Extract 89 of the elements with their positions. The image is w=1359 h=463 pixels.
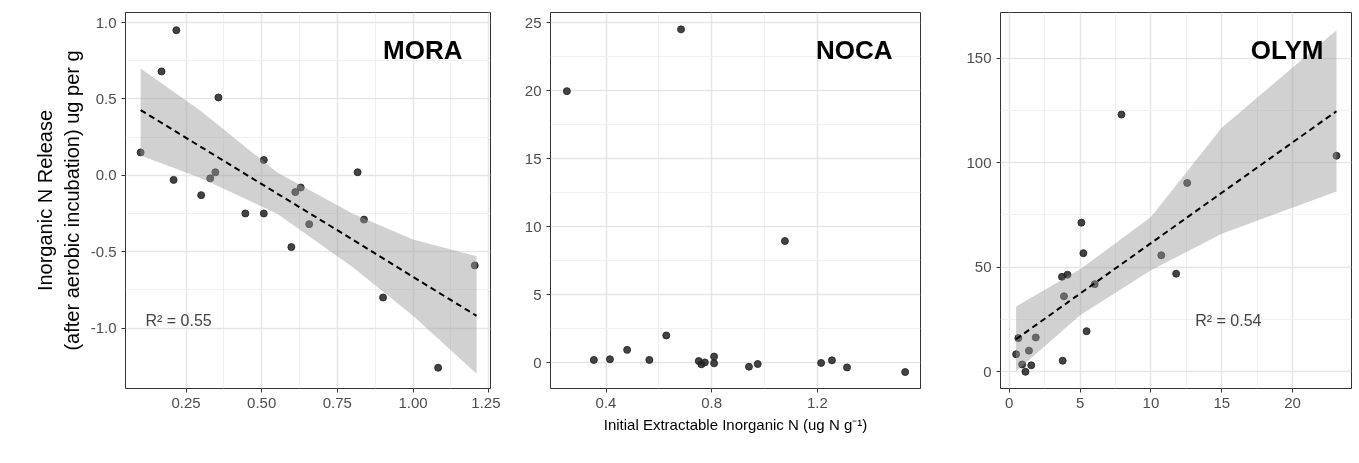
point (1077, 218, 1086, 227)
point (744, 362, 753, 371)
point (305, 220, 314, 229)
point (169, 175, 178, 184)
point (197, 191, 206, 200)
point (214, 93, 223, 102)
text: NOCA (815, 34, 893, 65)
point (589, 355, 598, 364)
point (1031, 333, 1040, 342)
point (827, 356, 836, 365)
point (753, 360, 762, 369)
point (1332, 151, 1341, 160)
x-axis-title: Initial Extractable Inorganic N (ug N g⁻¹) (603, 415, 868, 433)
x-tick-label: 0.50 (247, 393, 277, 411)
point (379, 293, 388, 302)
point (710, 359, 719, 368)
point (359, 215, 368, 224)
y-tick-label: 15 (524, 149, 542, 167)
point (1018, 360, 1027, 369)
point (677, 25, 686, 34)
x-tick-label: 0.75 (322, 393, 352, 411)
point (1021, 367, 1030, 376)
y-tick-label: 50 (974, 258, 992, 276)
x-tick-label: 0.25 (171, 393, 201, 411)
point (710, 352, 719, 361)
y-tick-label: 25 (524, 13, 542, 31)
point (241, 209, 250, 218)
y-tick-label: 0.5 (95, 89, 117, 107)
point (1172, 269, 1181, 278)
y-tick-label: 100 (966, 153, 992, 171)
x-tick-label: 15 (1213, 393, 1231, 411)
point (1063, 270, 1072, 279)
point (662, 331, 671, 340)
y-tick-label: 150 (966, 49, 992, 67)
point (623, 345, 632, 354)
y-tick-label: -1.0 (90, 319, 117, 337)
point (1027, 361, 1036, 370)
point (157, 67, 166, 76)
y-tick-label: 0 (533, 353, 542, 371)
point (562, 87, 571, 96)
x-tick-label: 20 (1284, 393, 1301, 411)
y-tick-label: 0 (983, 362, 992, 380)
y-tick-label: 5 (533, 285, 542, 303)
x-tick-label: 0.4 (595, 393, 617, 411)
x-tick-label: 0 (1005, 393, 1014, 411)
y-tick-label: 0.0 (95, 166, 117, 184)
y-tick-label: -0.5 (90, 242, 117, 260)
point (211, 168, 220, 177)
x-tick-label: 1.00 (398, 393, 428, 411)
line-series (1015, 110, 1338, 341)
point (645, 355, 654, 364)
point (172, 26, 181, 35)
y-tick-label: 1.0 (95, 13, 117, 31)
y-axis-title: Inorganic N Release (after aerobic incubation) ug per g (34, 50, 83, 351)
point (287, 243, 296, 252)
point (605, 355, 614, 364)
point (1082, 327, 1091, 336)
point (817, 358, 826, 367)
x-tick-label: 1.2 (807, 393, 828, 411)
point (901, 368, 910, 377)
point (1058, 356, 1067, 365)
point (470, 261, 479, 270)
point (434, 363, 443, 372)
text: OLYM (1250, 34, 1324, 65)
point (259, 156, 268, 165)
y-tick-label: 10 (524, 217, 542, 235)
annotation: R² = 0.55 (145, 311, 212, 329)
point (1012, 350, 1021, 359)
point (353, 168, 362, 177)
point (136, 148, 145, 157)
point (1024, 346, 1033, 355)
point (1183, 178, 1192, 187)
point (1059, 292, 1068, 301)
text: MORA (383, 34, 463, 65)
point (843, 363, 852, 372)
y-tick-label: 20 (524, 81, 542, 99)
point (1079, 249, 1088, 258)
x-tick-label: 5 (1075, 393, 1085, 411)
x-tick-label: 1.25 (471, 393, 501, 411)
point (1157, 251, 1166, 260)
x-tick-label: 10 (1142, 393, 1160, 411)
annotation: R² = 0.54 (1195, 311, 1262, 329)
point (780, 237, 789, 246)
point (259, 209, 268, 218)
x-tick-label: 0.8 (701, 393, 723, 411)
point (206, 174, 215, 183)
point (296, 183, 305, 192)
point (1117, 110, 1126, 119)
point (291, 188, 300, 197)
